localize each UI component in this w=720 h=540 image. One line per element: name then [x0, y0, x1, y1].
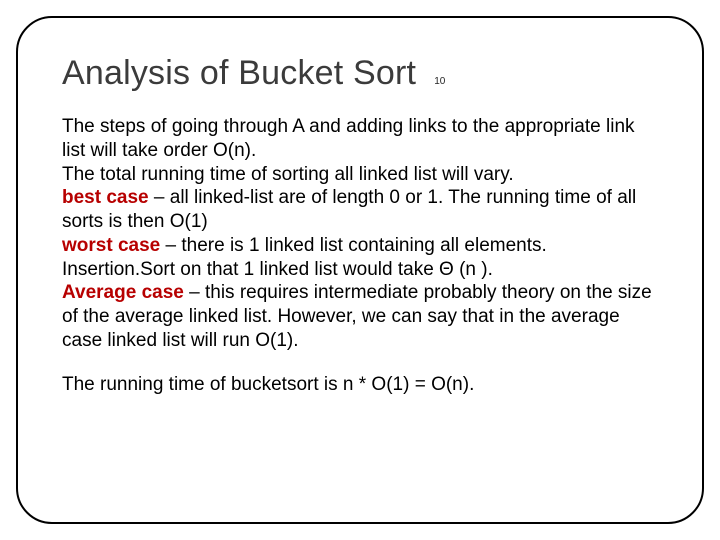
- para-best-case: best case – all linked-list are of lengt…: [62, 186, 658, 234]
- slide-frame: Analysis of Bucket Sort 10 The steps of …: [16, 16, 704, 524]
- para-intro-1: The steps of going through A and adding …: [62, 115, 658, 163]
- slide-title: Analysis of Bucket Sort: [62, 54, 416, 93]
- para-average-case: Average case – this requires intermediat…: [62, 281, 658, 352]
- spacer: [62, 353, 658, 373]
- best-case-text: – all linked-list are of length 0 or 1. …: [62, 187, 636, 232]
- page-number: 10: [434, 76, 445, 87]
- title-row: Analysis of Bucket Sort 10: [62, 54, 658, 93]
- para-worst-case: worst case – there is 1 linked list cont…: [62, 234, 658, 282]
- theta-symbol: Θ: [439, 259, 454, 280]
- worst-case-text-b: (n ).: [454, 259, 493, 280]
- average-case-label: Average case: [62, 282, 184, 303]
- para-conclusion: The running time of bucketsort is n * O(…: [62, 373, 658, 397]
- body-text: The steps of going through A and adding …: [62, 115, 658, 396]
- best-case-label: best case: [62, 187, 149, 208]
- para-intro-2: The total running time of sorting all li…: [62, 163, 658, 187]
- worst-case-label: worst case: [62, 235, 160, 256]
